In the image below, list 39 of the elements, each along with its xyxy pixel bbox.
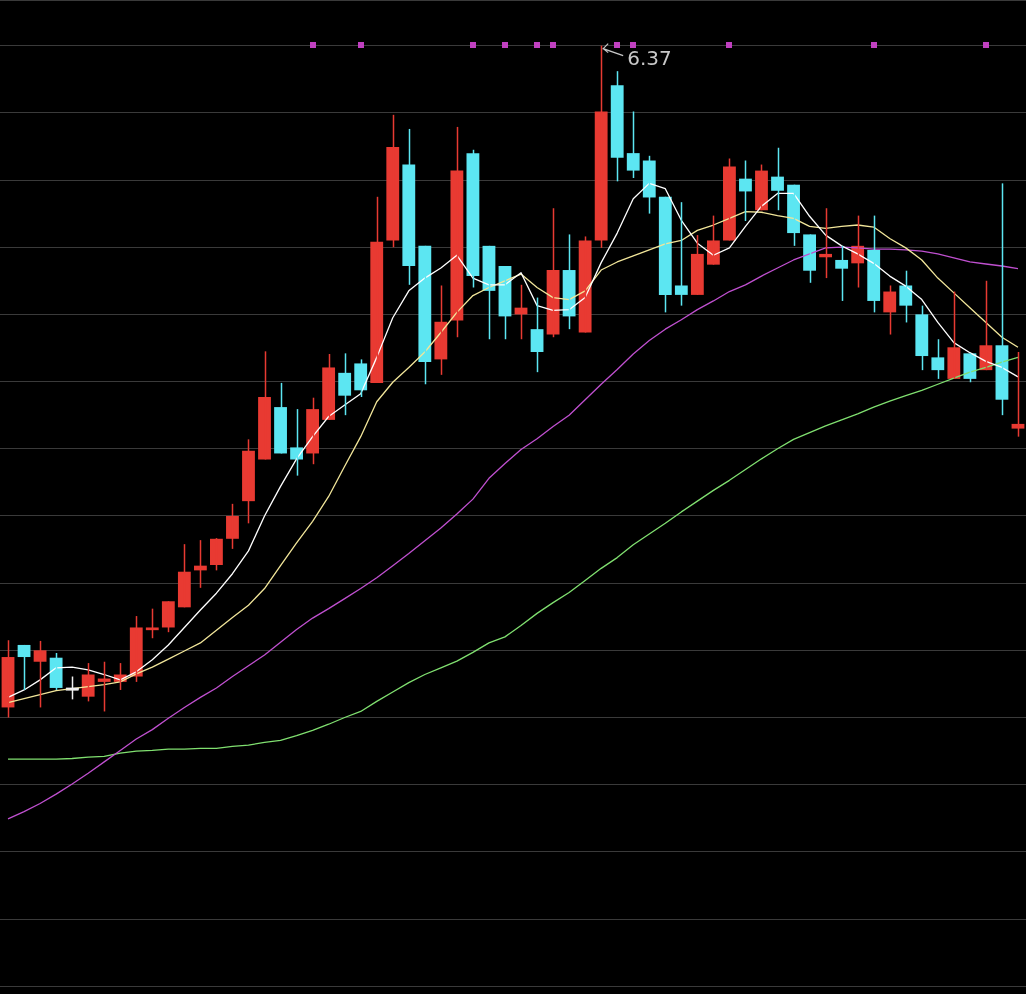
candlestick bbox=[354, 358, 368, 398]
candlestick bbox=[931, 338, 945, 380]
candlestick bbox=[867, 214, 881, 314]
candlestick bbox=[1011, 351, 1025, 438]
candlestick bbox=[594, 44, 608, 249]
candlestick bbox=[145, 607, 159, 639]
candlestick bbox=[33, 640, 47, 709]
candlestick bbox=[947, 290, 961, 380]
candlestick bbox=[658, 196, 672, 314]
candlestick bbox=[370, 196, 384, 384]
candlestick bbox=[402, 128, 416, 286]
candlestick bbox=[290, 408, 303, 477]
candlestick bbox=[706, 214, 720, 266]
candlestick bbox=[258, 350, 271, 461]
candlestick bbox=[915, 304, 929, 371]
candlestick bbox=[418, 245, 432, 385]
candlestick bbox=[835, 245, 849, 302]
candlestick bbox=[322, 353, 336, 421]
candlestick bbox=[129, 615, 143, 683]
candlestick bbox=[578, 235, 592, 334]
candlestick bbox=[226, 503, 239, 550]
candlestick bbox=[450, 126, 464, 338]
candlestick bbox=[610, 70, 624, 183]
candlestick bbox=[242, 438, 255, 525]
candlestick bbox=[338, 352, 352, 416]
candlestick bbox=[674, 201, 688, 307]
candlestick bbox=[161, 600, 175, 633]
candlestick bbox=[771, 147, 784, 211]
candlestick bbox=[803, 233, 816, 284]
candlestick bbox=[626, 110, 640, 179]
candlestick bbox=[210, 537, 223, 572]
candlestick bbox=[177, 543, 191, 609]
candlestick bbox=[690, 234, 704, 296]
candlestick bbox=[274, 382, 287, 455]
annotation: 6.37 bbox=[627, 45, 672, 70]
candlestick bbox=[723, 157, 736, 242]
candlestick bbox=[899, 269, 913, 324]
candlestick bbox=[883, 284, 897, 336]
candlestick bbox=[386, 114, 400, 248]
